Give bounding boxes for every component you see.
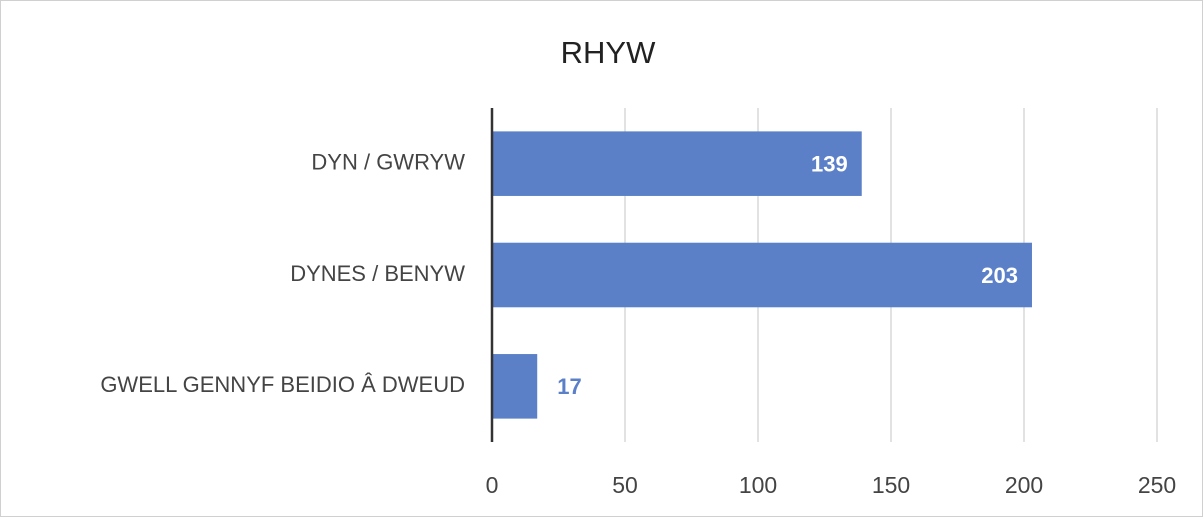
- x-tick-label: 150: [872, 472, 910, 498]
- data-label: 203: [981, 263, 1018, 288]
- y-tick-label: GWELL GENNYF BEIDIO Â DWEUD: [100, 372, 465, 397]
- bar: [492, 131, 862, 196]
- x-tick-label: 200: [1005, 472, 1043, 498]
- data-label: 17: [557, 374, 581, 399]
- y-tick-label: DYNES / BENYW: [290, 261, 465, 286]
- x-tick-label: 0: [486, 472, 499, 498]
- x-tick-label: 50: [612, 472, 638, 498]
- data-label: 139: [811, 151, 848, 176]
- y-tick-label: DYN / GWRYW: [311, 149, 465, 174]
- bar: [492, 242, 1032, 308]
- x-tick-label: 250: [1138, 472, 1176, 498]
- chart-title: RHYW: [561, 35, 656, 70]
- bar: [492, 354, 538, 419]
- x-tick-label: 100: [739, 472, 777, 498]
